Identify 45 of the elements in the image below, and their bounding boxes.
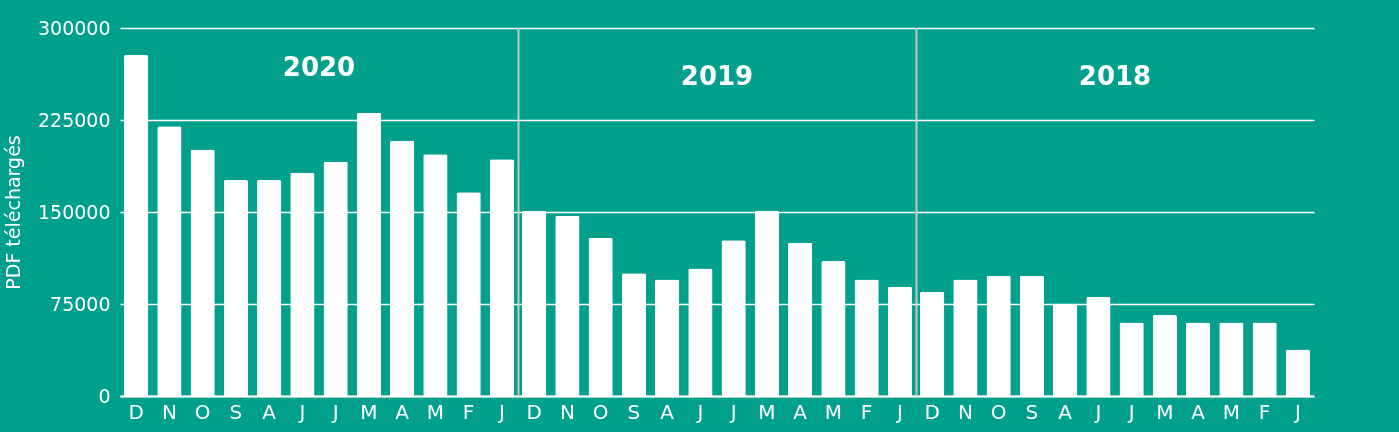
x-tick-label: A xyxy=(660,399,675,424)
x-tick-label: S xyxy=(229,399,243,424)
x-tick-label: A xyxy=(793,399,808,424)
x-tick-label: F xyxy=(860,399,873,424)
x-tick-label: M xyxy=(1156,399,1174,424)
x-tick-label: O xyxy=(194,399,211,424)
x-tick-label: O xyxy=(990,399,1007,424)
x-tick-label: A xyxy=(262,399,277,424)
x-tick-label: M xyxy=(1222,399,1241,424)
x-tick-label: M xyxy=(758,399,776,424)
x-tick-label: N xyxy=(957,399,973,424)
x-tick-label: M xyxy=(426,399,445,424)
text: 2018 xyxy=(1078,61,1152,91)
x-tick-label: J xyxy=(728,399,737,424)
x-tick-label: J xyxy=(297,399,306,424)
x-tick-label: D xyxy=(924,399,940,424)
x-tick-label: J xyxy=(894,399,903,424)
text: 2019 xyxy=(680,61,754,91)
x-tick-label: F xyxy=(462,399,475,424)
x-tick-label: J xyxy=(330,399,339,424)
x-tick-label: J xyxy=(496,399,505,424)
x-tick-label: J xyxy=(695,399,704,424)
x-tick-label: J xyxy=(1126,399,1135,424)
x-tick-label: J xyxy=(1292,399,1301,424)
y-tick-label: 225000 xyxy=(37,108,111,131)
x-tick-label: N xyxy=(161,399,177,424)
y-tick-label: 150000 xyxy=(37,200,111,223)
x-tick-label: D xyxy=(526,399,542,424)
x-tick-label: A xyxy=(1191,399,1206,424)
y-axis-title: PDF téléchargés xyxy=(1,135,24,290)
x-tick-label: M xyxy=(360,399,378,424)
text: 2020 xyxy=(282,52,356,82)
x-tick-label: S xyxy=(1025,399,1039,424)
x-tick-label: J xyxy=(1093,399,1102,424)
x-tick-label: F xyxy=(1258,399,1271,424)
x-tick-label: M xyxy=(824,399,843,424)
x-tick-label: N xyxy=(559,399,575,424)
y-tick-label: 75000 xyxy=(50,292,111,315)
x-tick-label: D xyxy=(128,399,144,424)
y-tick-label: 300000 xyxy=(37,16,111,39)
y-tick-label: 0 xyxy=(98,384,111,407)
x-tick-label: A xyxy=(1058,399,1073,424)
x-tick-label: O xyxy=(592,399,609,424)
x-tick-label: A xyxy=(395,399,410,424)
x-tick-label: S xyxy=(627,399,641,424)
